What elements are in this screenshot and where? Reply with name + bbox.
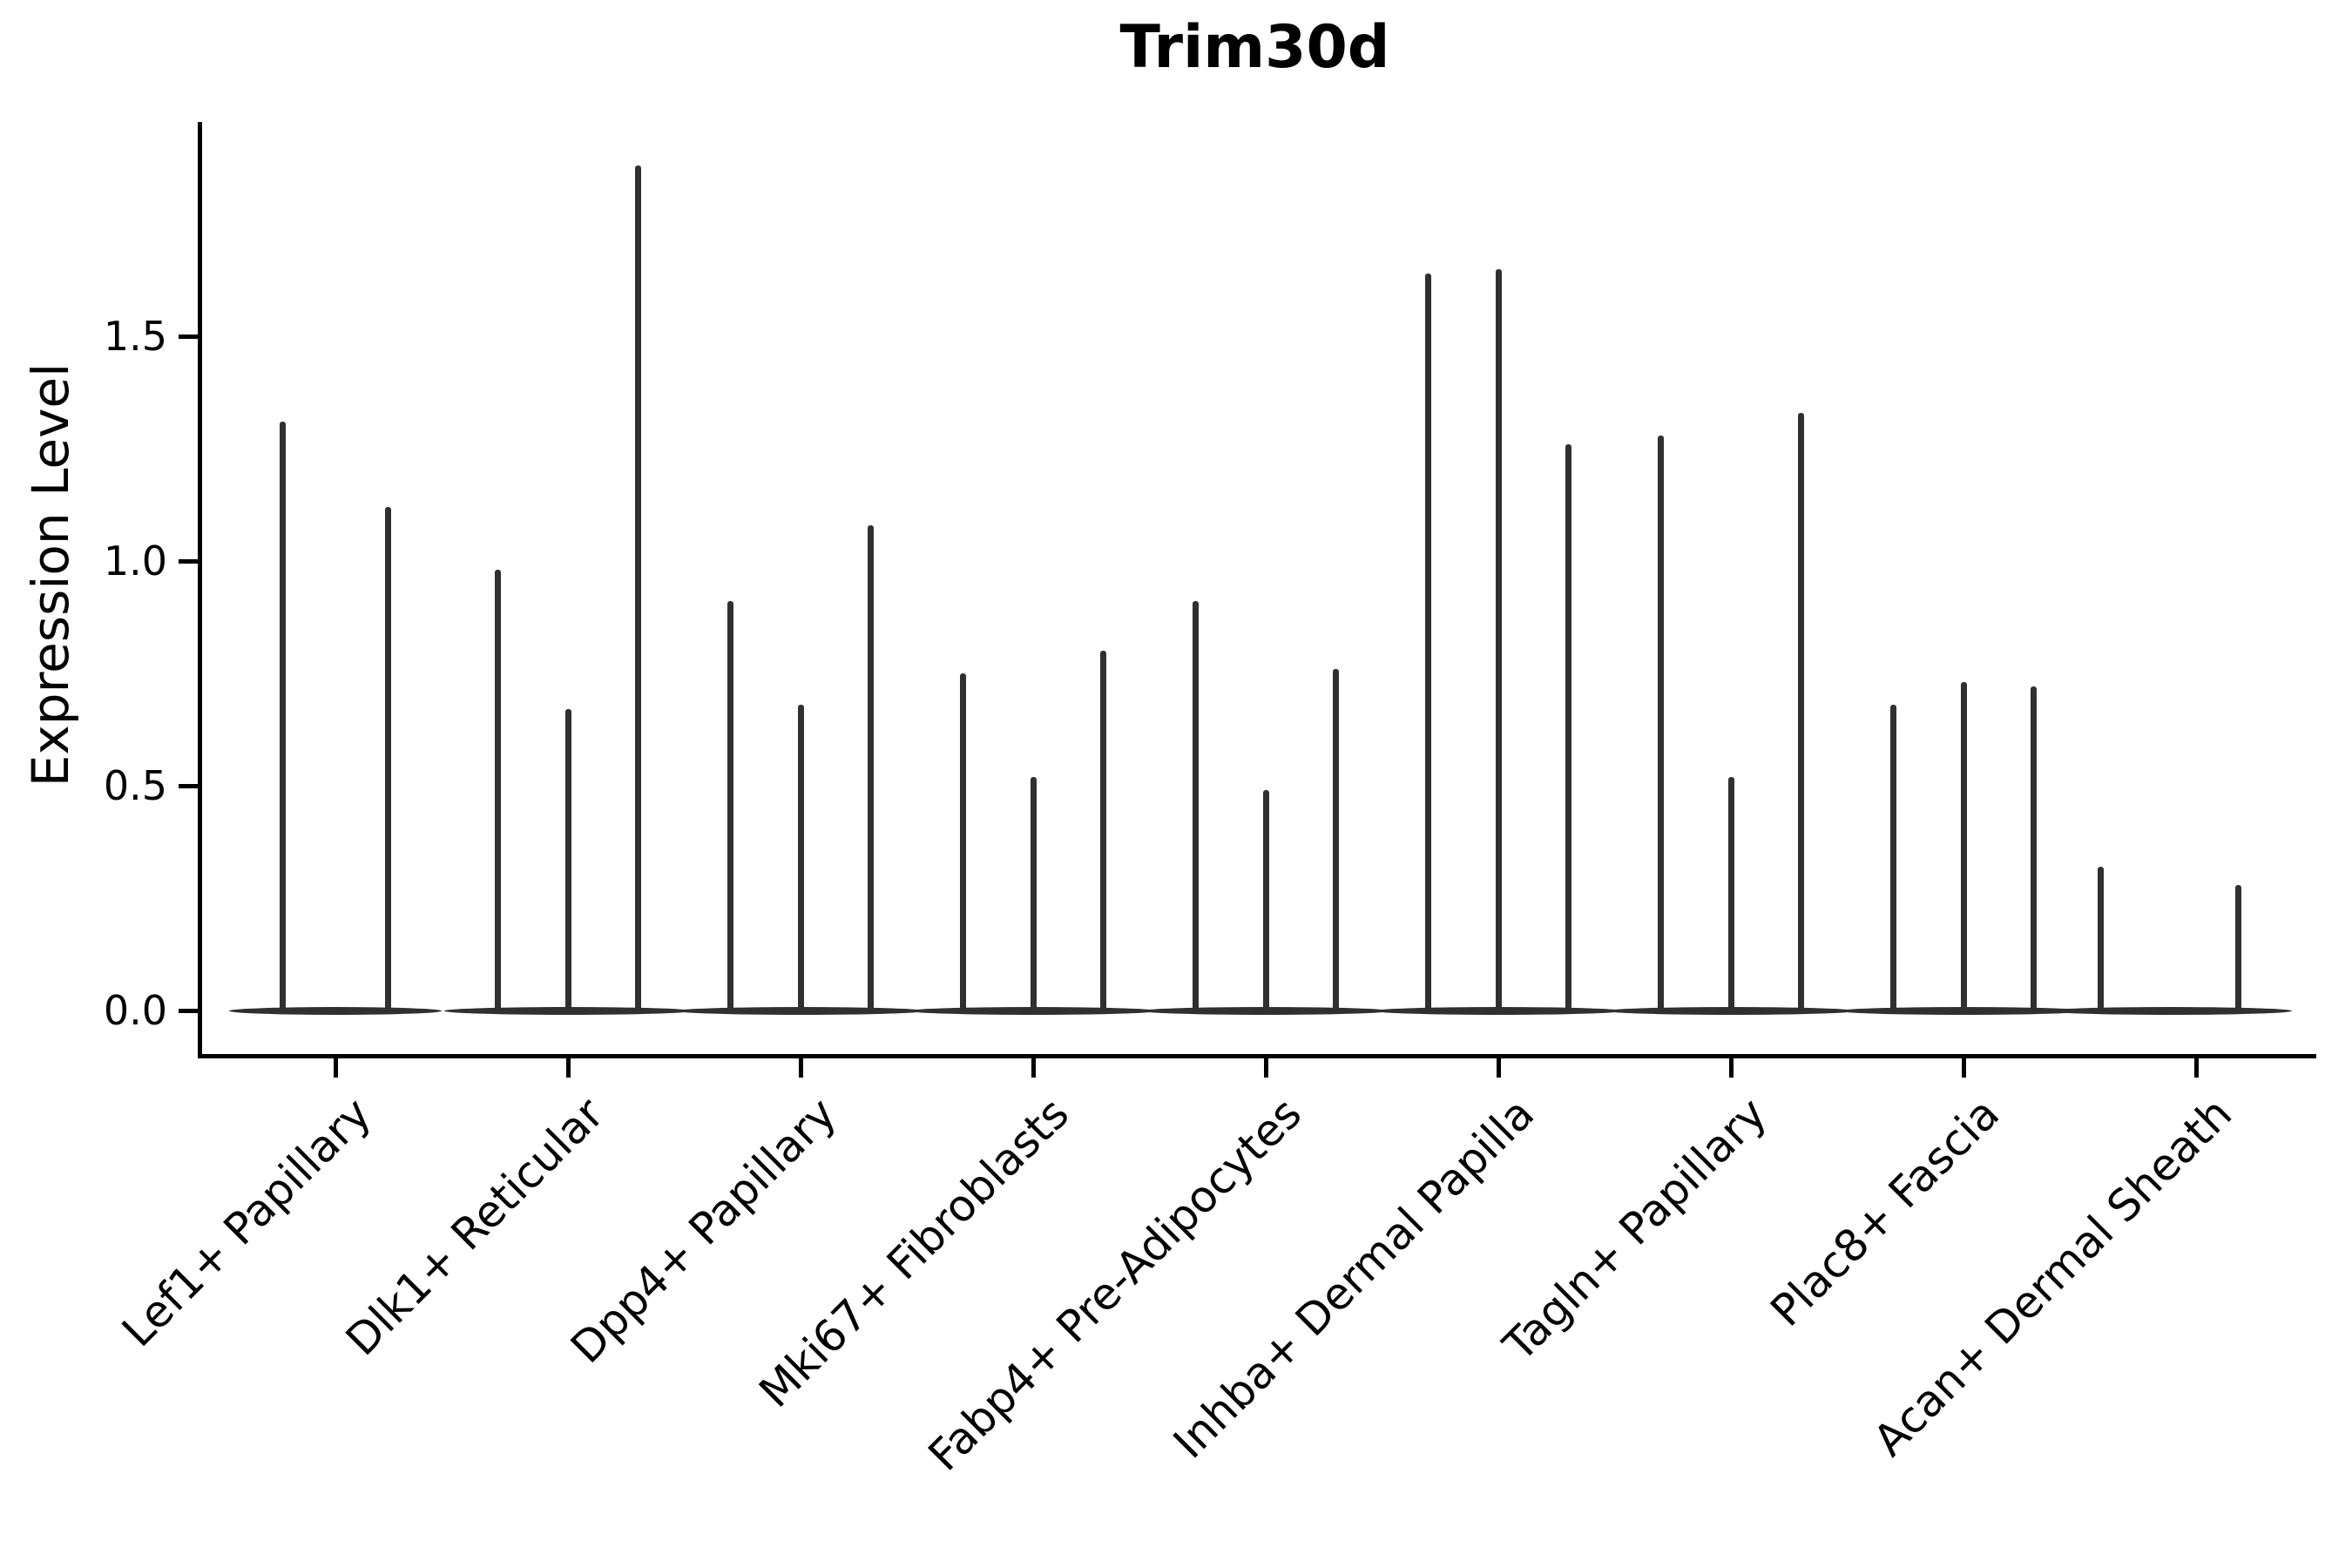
y-tick-label: 0.5 xyxy=(103,762,167,809)
y-axis-spine xyxy=(198,122,202,1058)
violin-needle xyxy=(1495,268,1502,1014)
violin-needle xyxy=(1030,776,1037,1014)
violin-needle xyxy=(1658,435,1665,1014)
y-tick-label: 1.5 xyxy=(103,313,167,360)
x-tick-label: Plac8+ Fascia xyxy=(1761,1088,2010,1336)
y-tick xyxy=(179,558,198,564)
violin-needle xyxy=(495,570,502,1014)
y-tick xyxy=(179,1008,198,1013)
violin-base xyxy=(2046,1006,2292,1015)
chart-title: Trim30d xyxy=(1119,13,1390,82)
x-tick xyxy=(565,1058,571,1078)
violin-needle xyxy=(727,601,734,1014)
x-tick xyxy=(1496,1058,1501,1078)
x-tick xyxy=(798,1058,803,1078)
y-tick-label: 0.0 xyxy=(103,987,167,1034)
violin-needle xyxy=(564,709,571,1014)
violin-needle xyxy=(280,422,287,1014)
violin-needle xyxy=(1262,790,1269,1014)
y-tick xyxy=(179,783,198,788)
violin-needle xyxy=(2098,866,2105,1014)
y-tick xyxy=(179,334,198,339)
violin-needle xyxy=(634,165,641,1014)
x-tick xyxy=(2193,1058,2199,1078)
violin-needle xyxy=(797,705,804,1014)
x-tick xyxy=(1728,1058,1734,1078)
violin-needle xyxy=(867,524,874,1014)
y-tick-label: 1.0 xyxy=(103,537,167,585)
violin-needle xyxy=(960,673,967,1014)
x-tick xyxy=(333,1058,338,1078)
violin-needle xyxy=(1193,601,1200,1014)
x-tick-label: Dlk1+ Reticular xyxy=(336,1088,614,1366)
violin-needle xyxy=(1890,705,1897,1014)
violin-needle xyxy=(1797,412,1804,1014)
x-tick xyxy=(1031,1058,1036,1078)
violin-needle xyxy=(1960,682,1967,1014)
x-tick-label: Tagln+ Papillary xyxy=(1493,1088,1777,1371)
violin-base xyxy=(228,1006,442,1015)
violin-needle xyxy=(1565,443,1571,1014)
violin-needle xyxy=(1099,651,1106,1014)
violin-needle xyxy=(1727,776,1734,1014)
x-tick-label: Lef1+ Papillary xyxy=(112,1088,382,1357)
x-tick xyxy=(1263,1058,1268,1078)
violin-needle xyxy=(2030,686,2037,1014)
violin-needle xyxy=(384,507,391,1014)
violin-needle xyxy=(2234,884,2241,1014)
x-tick xyxy=(1961,1058,1966,1078)
violin-needle xyxy=(1425,273,1432,1014)
x-tick-label: Fabp4+ Pre-Adipocytes xyxy=(918,1088,1312,1481)
x-axis-spine xyxy=(198,1054,2316,1058)
violin-needle xyxy=(1332,668,1339,1014)
